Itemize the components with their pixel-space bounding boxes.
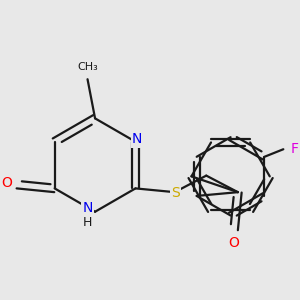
Text: CH₃: CH₃ xyxy=(77,62,98,72)
Text: F: F xyxy=(291,142,298,156)
Text: H: H xyxy=(83,216,92,229)
Text: O: O xyxy=(229,236,240,250)
Text: S: S xyxy=(171,186,180,200)
Text: O: O xyxy=(1,176,12,190)
Text: N: N xyxy=(132,133,142,146)
Text: N: N xyxy=(82,201,93,215)
